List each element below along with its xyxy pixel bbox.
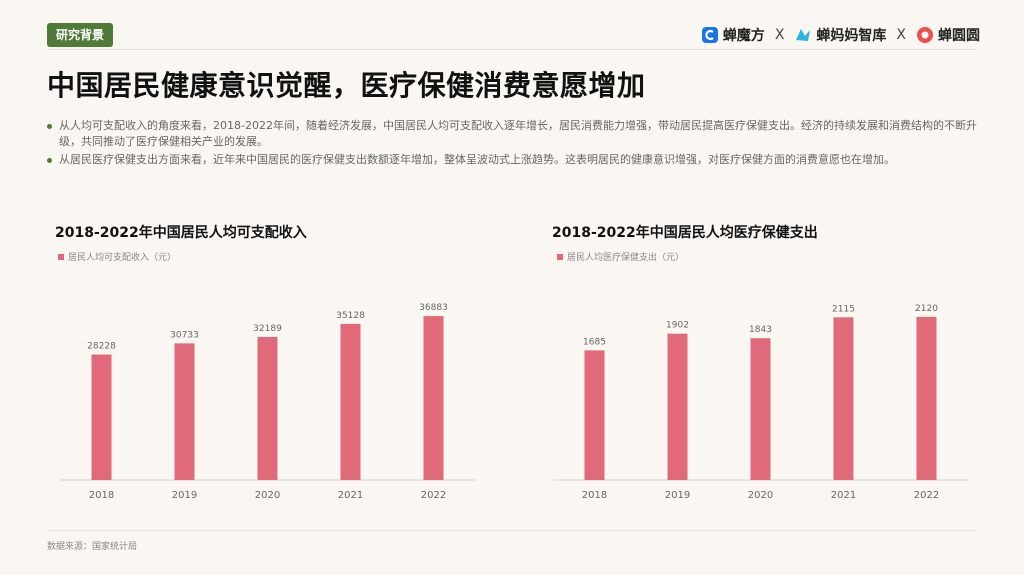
brand-chanmama: 蝉妈妈智库: [794, 25, 886, 45]
summary-bullets: 从人均可支配收入的角度来看，2018-2022年间，随着经济发展，中国居民人均可…: [47, 118, 977, 170]
bar-2019: [174, 343, 195, 480]
data-source: 数据来源：国家统计局: [47, 542, 138, 552]
data-label: 2115: [832, 304, 855, 314]
brand-name: 蝉妈妈智库: [816, 28, 887, 44]
page-title: 中国居民健康意识觉醒，医疗保健消费意愿增加: [47, 69, 646, 102]
data-label: 30733: [170, 330, 199, 340]
data-label: 1685: [583, 337, 606, 347]
brand-chanmofang: 蝉魔方: [701, 25, 765, 45]
x-tick-label: 2020: [748, 490, 773, 501]
header-divider: [47, 49, 977, 50]
bar-2018: [584, 350, 605, 480]
bar-2018: [91, 354, 112, 480]
bar-2021: [340, 323, 361, 480]
data-label: 1902: [666, 321, 689, 331]
brand-chanyuanyuan: 蝉圆圆: [916, 25, 980, 45]
x-tick-label: 2022: [914, 490, 939, 501]
chanmofang-logo-icon: [701, 27, 718, 43]
footer-divider: [47, 530, 977, 531]
chanmama-logo-icon: [796, 29, 811, 41]
bullet-item: 从人均可支配收入的角度来看，2018-2022年间，随着经济发展，中国居民人均可…: [47, 118, 977, 150]
bullet-item: 从居民医疗保健支出方面来看，近年来中国居民的医疗保健支出数额逐年增加，整体呈波动…: [47, 152, 977, 168]
x-tick-label: 2019: [172, 490, 197, 501]
brand-separator: X: [774, 27, 785, 43]
legend-healthcare: 居民人均医疗保健支出（元）: [557, 250, 684, 263]
bar-2019: [667, 333, 688, 480]
x-tick-label: 2019: [665, 490, 690, 501]
data-label: 1843: [749, 325, 772, 335]
chart-title-income: 2018-2022年中国居民人均可支配收入: [55, 225, 307, 241]
data-label: 36883: [419, 303, 448, 313]
bar-2021: [833, 317, 854, 480]
chanyuanyuan-logo-icon: [917, 27, 933, 43]
bar-2022: [916, 316, 937, 480]
healthcare-bar-chart: 1685 2018 1902 2019 1843 2020 2115 2021 2120 2022: [553, 304, 968, 501]
legend-label: 居民人均可支配收入（元）: [68, 253, 177, 263]
data-label: 2120: [915, 304, 938, 314]
brand-name: 蝉圆圆: [938, 28, 980, 44]
bar-2020: [257, 336, 278, 480]
brand-separator: X: [896, 27, 906, 43]
data-label: 32189: [253, 324, 282, 334]
x-tick-label: 2018: [89, 490, 114, 501]
bar-2022: [423, 316, 444, 480]
x-tick-label: 2021: [338, 490, 363, 501]
section-tag: 研究背景: [47, 23, 114, 47]
x-tick-label: 2022: [421, 490, 446, 501]
legend-label: 居民人均医疗保健支出（元）: [567, 253, 685, 263]
brand-logos: 蝉魔方 X 蝉妈妈智库 X 蝉圆圆: [701, 22, 980, 48]
income-bar-chart: 28228 2018 30733 2019 32189 2020 35128 2021 3688…: [60, 303, 475, 501]
chart-title-healthcare: 2018-2022年中国居民人均医疗保健支出: [552, 225, 818, 241]
brand-name: 蝉魔方: [722, 28, 765, 44]
legend-income: 居民人均可支配收入（元）: [58, 250, 176, 263]
data-label: 35128: [336, 311, 365, 321]
bar-2020: [750, 338, 771, 480]
data-label: 28228: [87, 342, 116, 352]
legend-swatch: [557, 253, 563, 260]
x-tick-label: 2021: [831, 490, 856, 501]
x-tick-label: 2020: [255, 490, 280, 501]
legend-swatch: [58, 253, 64, 260]
x-tick-label: 2018: [582, 490, 607, 501]
